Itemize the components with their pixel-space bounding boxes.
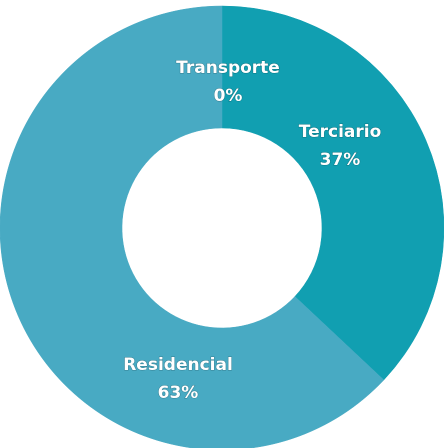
donut-slice [221,5,444,381]
slice-value-label: 37% [320,150,361,170]
slice-value-label: 63% [158,383,199,403]
slice-label: Terciario [299,122,382,142]
slice-label: Residencial [123,355,233,375]
slice-value-label: 0% [214,86,243,106]
slice-label: Transporte [176,58,280,78]
donut-slice [0,5,385,448]
